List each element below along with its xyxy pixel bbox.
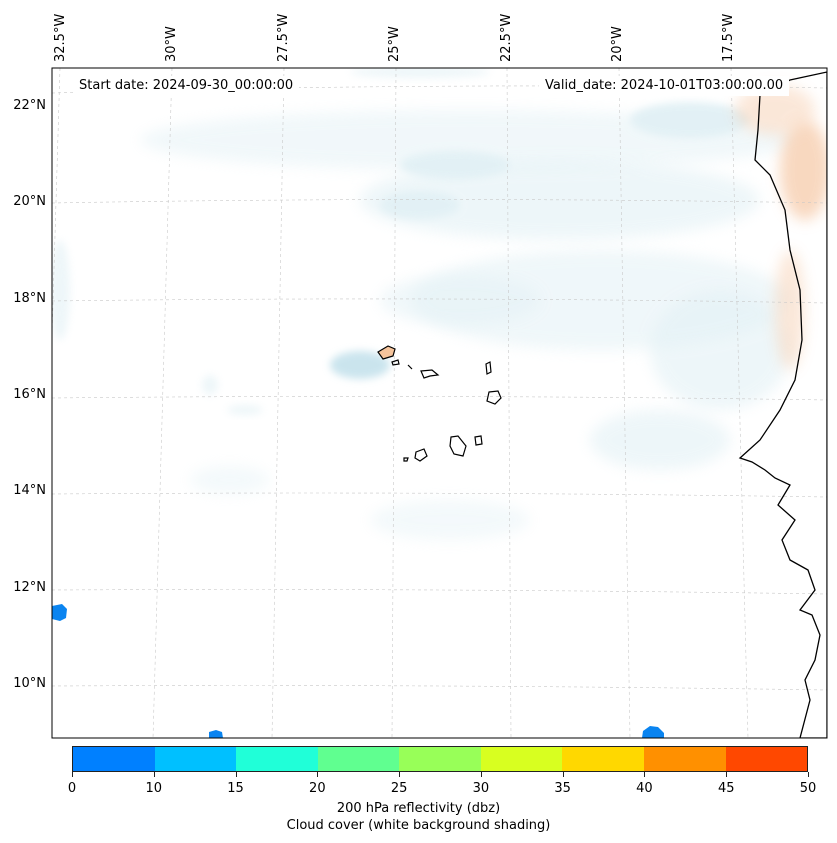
colorbar-segment bbox=[643, 747, 726, 771]
colorbar-tick bbox=[399, 772, 401, 777]
lat-label: 20°N bbox=[13, 194, 46, 209]
start-date-label: Start date: 2024-09-30_00:00:00 bbox=[73, 76, 300, 96]
africa-coastline bbox=[738, 71, 827, 738]
colorbar-segment bbox=[154, 747, 237, 771]
lat-label: 10°N bbox=[13, 676, 46, 691]
colorbar-tick bbox=[562, 772, 564, 777]
colorbar-tick-label: 25 bbox=[390, 781, 408, 796]
colorbar-tick-label: 0 bbox=[67, 781, 77, 796]
valid-date-label: Valid_date: 2024-10-01T03:00:00.00 bbox=[539, 76, 790, 96]
colorbar-tick bbox=[235, 772, 237, 777]
colorbar-subtitle: Cloud cover (white background shading) bbox=[286, 818, 551, 833]
cloud-cover-shading bbox=[52, 68, 800, 540]
colorbar-tick bbox=[644, 772, 646, 777]
colorbar-tick bbox=[808, 772, 809, 777]
lat-label: 22°N bbox=[13, 98, 46, 113]
lon-label: 17.5°W bbox=[721, 13, 736, 62]
colorbar-tick-label: 15 bbox=[227, 781, 244, 796]
colorbar bbox=[72, 746, 808, 772]
colorbar-tick-label: 35 bbox=[554, 781, 571, 796]
colorbar-segment bbox=[562, 747, 644, 771]
colorbar-segment bbox=[399, 747, 481, 771]
lat-label: 16°N bbox=[13, 387, 46, 402]
lon-label: 25°W bbox=[387, 26, 402, 62]
colorbar-tick-label: 10 bbox=[145, 781, 163, 796]
lon-label: 32.5°W bbox=[53, 13, 68, 62]
lat-label: 12°N bbox=[13, 580, 46, 595]
lat-label: 14°N bbox=[13, 483, 46, 498]
map-frame bbox=[51, 67, 828, 739]
colorbar-tick-label: 50 bbox=[799, 781, 817, 796]
lon-label: 27.5°W bbox=[276, 13, 291, 62]
reflectivity-blobs bbox=[52, 604, 664, 738]
lat-label: 18°N bbox=[13, 291, 46, 306]
colorbar-segment bbox=[73, 747, 155, 771]
cape-verde-islands bbox=[377, 345, 502, 462]
colorbar-tick-label: 45 bbox=[717, 781, 735, 796]
lon-label: 22.5°W bbox=[499, 13, 514, 62]
colorbar-tick bbox=[317, 772, 319, 777]
lon-label: 30°W bbox=[164, 26, 179, 62]
colorbar-tick bbox=[72, 772, 73, 777]
colorbar-tick bbox=[153, 772, 155, 777]
colorbar-tick bbox=[480, 772, 482, 777]
colorbar-segment bbox=[725, 747, 808, 771]
colorbar-tick-label: 30 bbox=[472, 781, 490, 796]
lon-label: 20°W bbox=[610, 26, 625, 62]
colorbar-segment bbox=[236, 747, 318, 771]
colorbar-tick-label: 40 bbox=[636, 781, 653, 796]
gridlines bbox=[52, 68, 827, 738]
colorbar-segment bbox=[317, 747, 400, 771]
colorbar-tick-label: 20 bbox=[309, 781, 326, 796]
colorbar-tick bbox=[726, 772, 728, 777]
colorbar-title: 200 hPa reflectivity (dbz) bbox=[336, 801, 501, 816]
colorbar-segment bbox=[480, 747, 563, 771]
